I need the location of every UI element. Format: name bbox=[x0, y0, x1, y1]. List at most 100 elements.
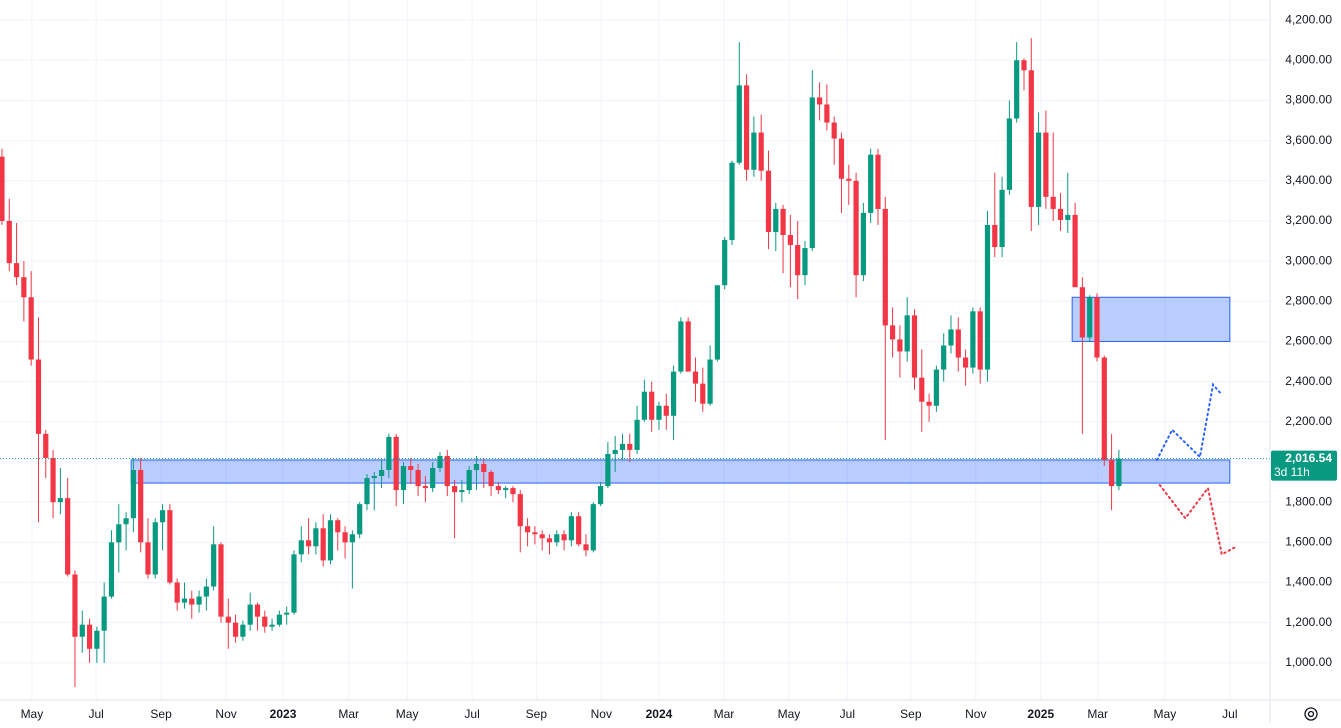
candle-body bbox=[123, 518, 129, 525]
x-tick-label: 2023 bbox=[270, 707, 297, 721]
candle-body bbox=[517, 494, 523, 527]
candle-body bbox=[357, 504, 363, 535]
candle-body bbox=[700, 383, 706, 404]
candle-body bbox=[619, 443, 626, 450]
candle-body bbox=[875, 154, 881, 209]
y-tick-label: 2,600.00 bbox=[1285, 334, 1332, 348]
candle-body bbox=[955, 329, 961, 358]
candle-body bbox=[437, 455, 443, 469]
x-tick-label: Mar bbox=[1087, 707, 1108, 721]
gear-inner[interactable] bbox=[1307, 710, 1315, 718]
x-tick-label: Sep bbox=[150, 707, 172, 721]
candle-body bbox=[1065, 214, 1071, 220]
candle-body bbox=[743, 85, 750, 170]
candle-body bbox=[1101, 357, 1107, 460]
candle-body bbox=[408, 465, 414, 471]
x-tick-label: Jul bbox=[88, 707, 103, 721]
candle-body bbox=[232, 622, 239, 637]
candle-body bbox=[342, 532, 348, 543]
candle-body bbox=[6, 220, 12, 264]
candle-body bbox=[539, 534, 545, 539]
candle-body bbox=[736, 85, 742, 163]
y-tick-label: 4,200.00 bbox=[1285, 12, 1332, 26]
candle-body bbox=[765, 170, 772, 232]
candle-body bbox=[130, 470, 136, 519]
candle-body bbox=[853, 180, 859, 276]
candle-body bbox=[262, 616, 268, 627]
candle-body bbox=[532, 532, 538, 535]
candle-body bbox=[444, 455, 450, 487]
zone bbox=[130, 459, 1231, 484]
y-tick-label: 3,600.00 bbox=[1285, 133, 1332, 147]
candle-body bbox=[634, 419, 640, 450]
x-tick-label: Jul bbox=[840, 707, 855, 721]
candle-body bbox=[524, 526, 531, 533]
x-tick-label: Nov bbox=[215, 707, 236, 721]
x-tick-label: May bbox=[1154, 707, 1177, 721]
candle-body bbox=[780, 208, 786, 236]
candle-body bbox=[1108, 459, 1115, 487]
candle-body bbox=[400, 465, 407, 491]
candle-body bbox=[225, 616, 231, 623]
gear-outer[interactable] bbox=[1304, 707, 1318, 721]
candle-body bbox=[101, 596, 107, 631]
candle-body bbox=[1087, 297, 1093, 338]
candle-body bbox=[795, 245, 801, 276]
candle-body bbox=[94, 630, 100, 649]
candle-body bbox=[298, 540, 304, 555]
candle-body bbox=[1072, 214, 1078, 288]
candle-body bbox=[882, 208, 888, 326]
candle-body bbox=[714, 285, 720, 360]
candle-body bbox=[758, 132, 764, 171]
candle-body bbox=[999, 189, 1005, 248]
candle-body bbox=[860, 212, 866, 276]
candle-body bbox=[816, 97, 823, 105]
y-tick-label: 3,800.00 bbox=[1285, 93, 1332, 107]
candle-body bbox=[889, 325, 896, 340]
candle-body bbox=[568, 516, 574, 541]
candle-body bbox=[0, 156, 5, 221]
candle-body bbox=[590, 504, 596, 551]
x-tick-label: 2024 bbox=[646, 707, 673, 721]
candle-body bbox=[802, 248, 808, 276]
candle-body bbox=[43, 433, 49, 458]
y-tick-label: 2,400.00 bbox=[1285, 374, 1332, 388]
candle-body bbox=[189, 598, 195, 605]
candle-body bbox=[554, 534, 560, 543]
candle-body bbox=[641, 391, 647, 420]
projection-line bbox=[1158, 484, 1236, 556]
x-tick-label: May bbox=[778, 707, 801, 721]
candle-body bbox=[57, 498, 63, 503]
settings-icon[interactable] bbox=[1304, 707, 1318, 721]
candle-body bbox=[488, 472, 494, 487]
candle-body bbox=[692, 371, 699, 384]
candle-body bbox=[948, 329, 954, 346]
candle-body bbox=[597, 486, 604, 505]
candle-body bbox=[1079, 287, 1085, 338]
candle-body bbox=[649, 391, 655, 420]
last-price-box bbox=[1271, 450, 1337, 481]
y-tick-label: 1,800.00 bbox=[1285, 494, 1332, 508]
candle-body bbox=[941, 345, 947, 370]
candle-body bbox=[167, 510, 173, 583]
candle-body bbox=[86, 624, 93, 649]
candle-body bbox=[561, 534, 567, 541]
candle-body bbox=[678, 321, 684, 372]
candle-body bbox=[1094, 297, 1100, 358]
candle-body bbox=[962, 357, 969, 368]
candle-body bbox=[28, 297, 34, 360]
candle-body bbox=[386, 436, 392, 471]
candle-body bbox=[846, 178, 852, 181]
candle-body bbox=[751, 132, 757, 170]
candle-body bbox=[707, 359, 713, 404]
candle-body bbox=[1006, 118, 1012, 190]
y-tick-label: 2,800.00 bbox=[1285, 293, 1332, 307]
candle-body bbox=[510, 488, 516, 495]
candle-body bbox=[583, 544, 589, 551]
candle-body bbox=[897, 339, 903, 352]
candle-body bbox=[984, 224, 991, 370]
candle-body bbox=[181, 598, 188, 603]
x-tick-label: Nov bbox=[965, 707, 986, 721]
candle-body bbox=[152, 522, 158, 575]
y-tick-label: 4,000.00 bbox=[1285, 52, 1332, 66]
